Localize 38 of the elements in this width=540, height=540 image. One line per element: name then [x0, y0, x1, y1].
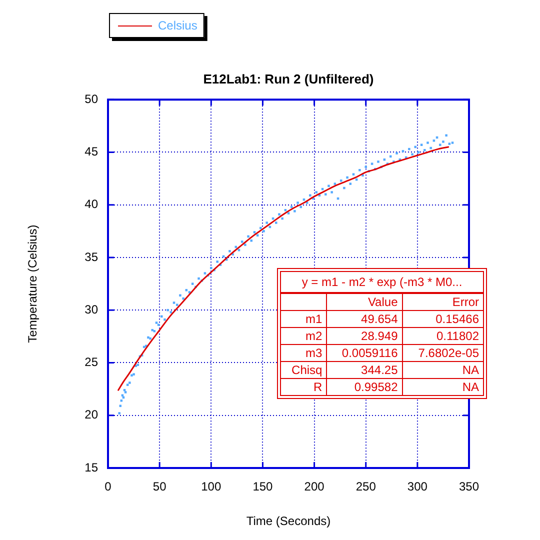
x-tick-label: 0	[104, 480, 112, 494]
annotation: NA	[402, 378, 484, 396]
annotation: NA	[402, 362, 484, 378]
x-tick-label: 100	[201, 480, 222, 494]
x-tick-label: 150	[252, 480, 274, 494]
x-tick-label: 50	[152, 480, 167, 494]
annotation: 7.6802e-05	[402, 344, 484, 362]
annotation: 0.0059116	[326, 344, 402, 362]
annotation: Value	[326, 293, 402, 310]
chart-title: E12Lab1: Run 2 (Unfiltered)	[203, 71, 374, 86]
x-tick-label: 250	[356, 480, 376, 494]
annotation: 344.25	[326, 362, 402, 378]
y-axis-title: Temperature (Celsius)	[26, 224, 40, 343]
y-tick-label: 25	[84, 355, 98, 370]
annotation: 0.15466	[402, 310, 484, 328]
y-tick-label: 30	[84, 302, 98, 316]
y-tick-label: 40	[84, 197, 98, 212]
x-tick-label: 200	[304, 480, 325, 494]
annotation: Chisq	[280, 362, 327, 378]
y-tick-label: 45	[84, 144, 98, 159]
annotation: 0.11802	[402, 328, 484, 344]
x-tick-label: 350	[458, 480, 480, 494]
annotation: 28.949	[326, 328, 402, 344]
y-tick-label: 20	[84, 408, 98, 422]
annotation: 49.654	[326, 310, 402, 328]
x-axis-title: Time (Seconds)	[246, 514, 331, 528]
annotation: R	[280, 378, 327, 396]
annotation: y = m1 - m2 * exp (-m3 * M0...	[280, 272, 484, 293]
y-tick-label: 50	[84, 92, 98, 106]
y-tick-label: 15	[84, 460, 98, 474]
y-tick-label: 35	[84, 250, 98, 264]
annotation: 0.99582	[326, 378, 402, 396]
annotation: m1	[280, 310, 327, 328]
annotation: m2	[280, 328, 327, 344]
x-tick-label: 300	[407, 480, 428, 494]
annotation: Error	[402, 293, 484, 310]
text: Celsius	[158, 18, 198, 32]
annotation: m3	[280, 344, 327, 362]
